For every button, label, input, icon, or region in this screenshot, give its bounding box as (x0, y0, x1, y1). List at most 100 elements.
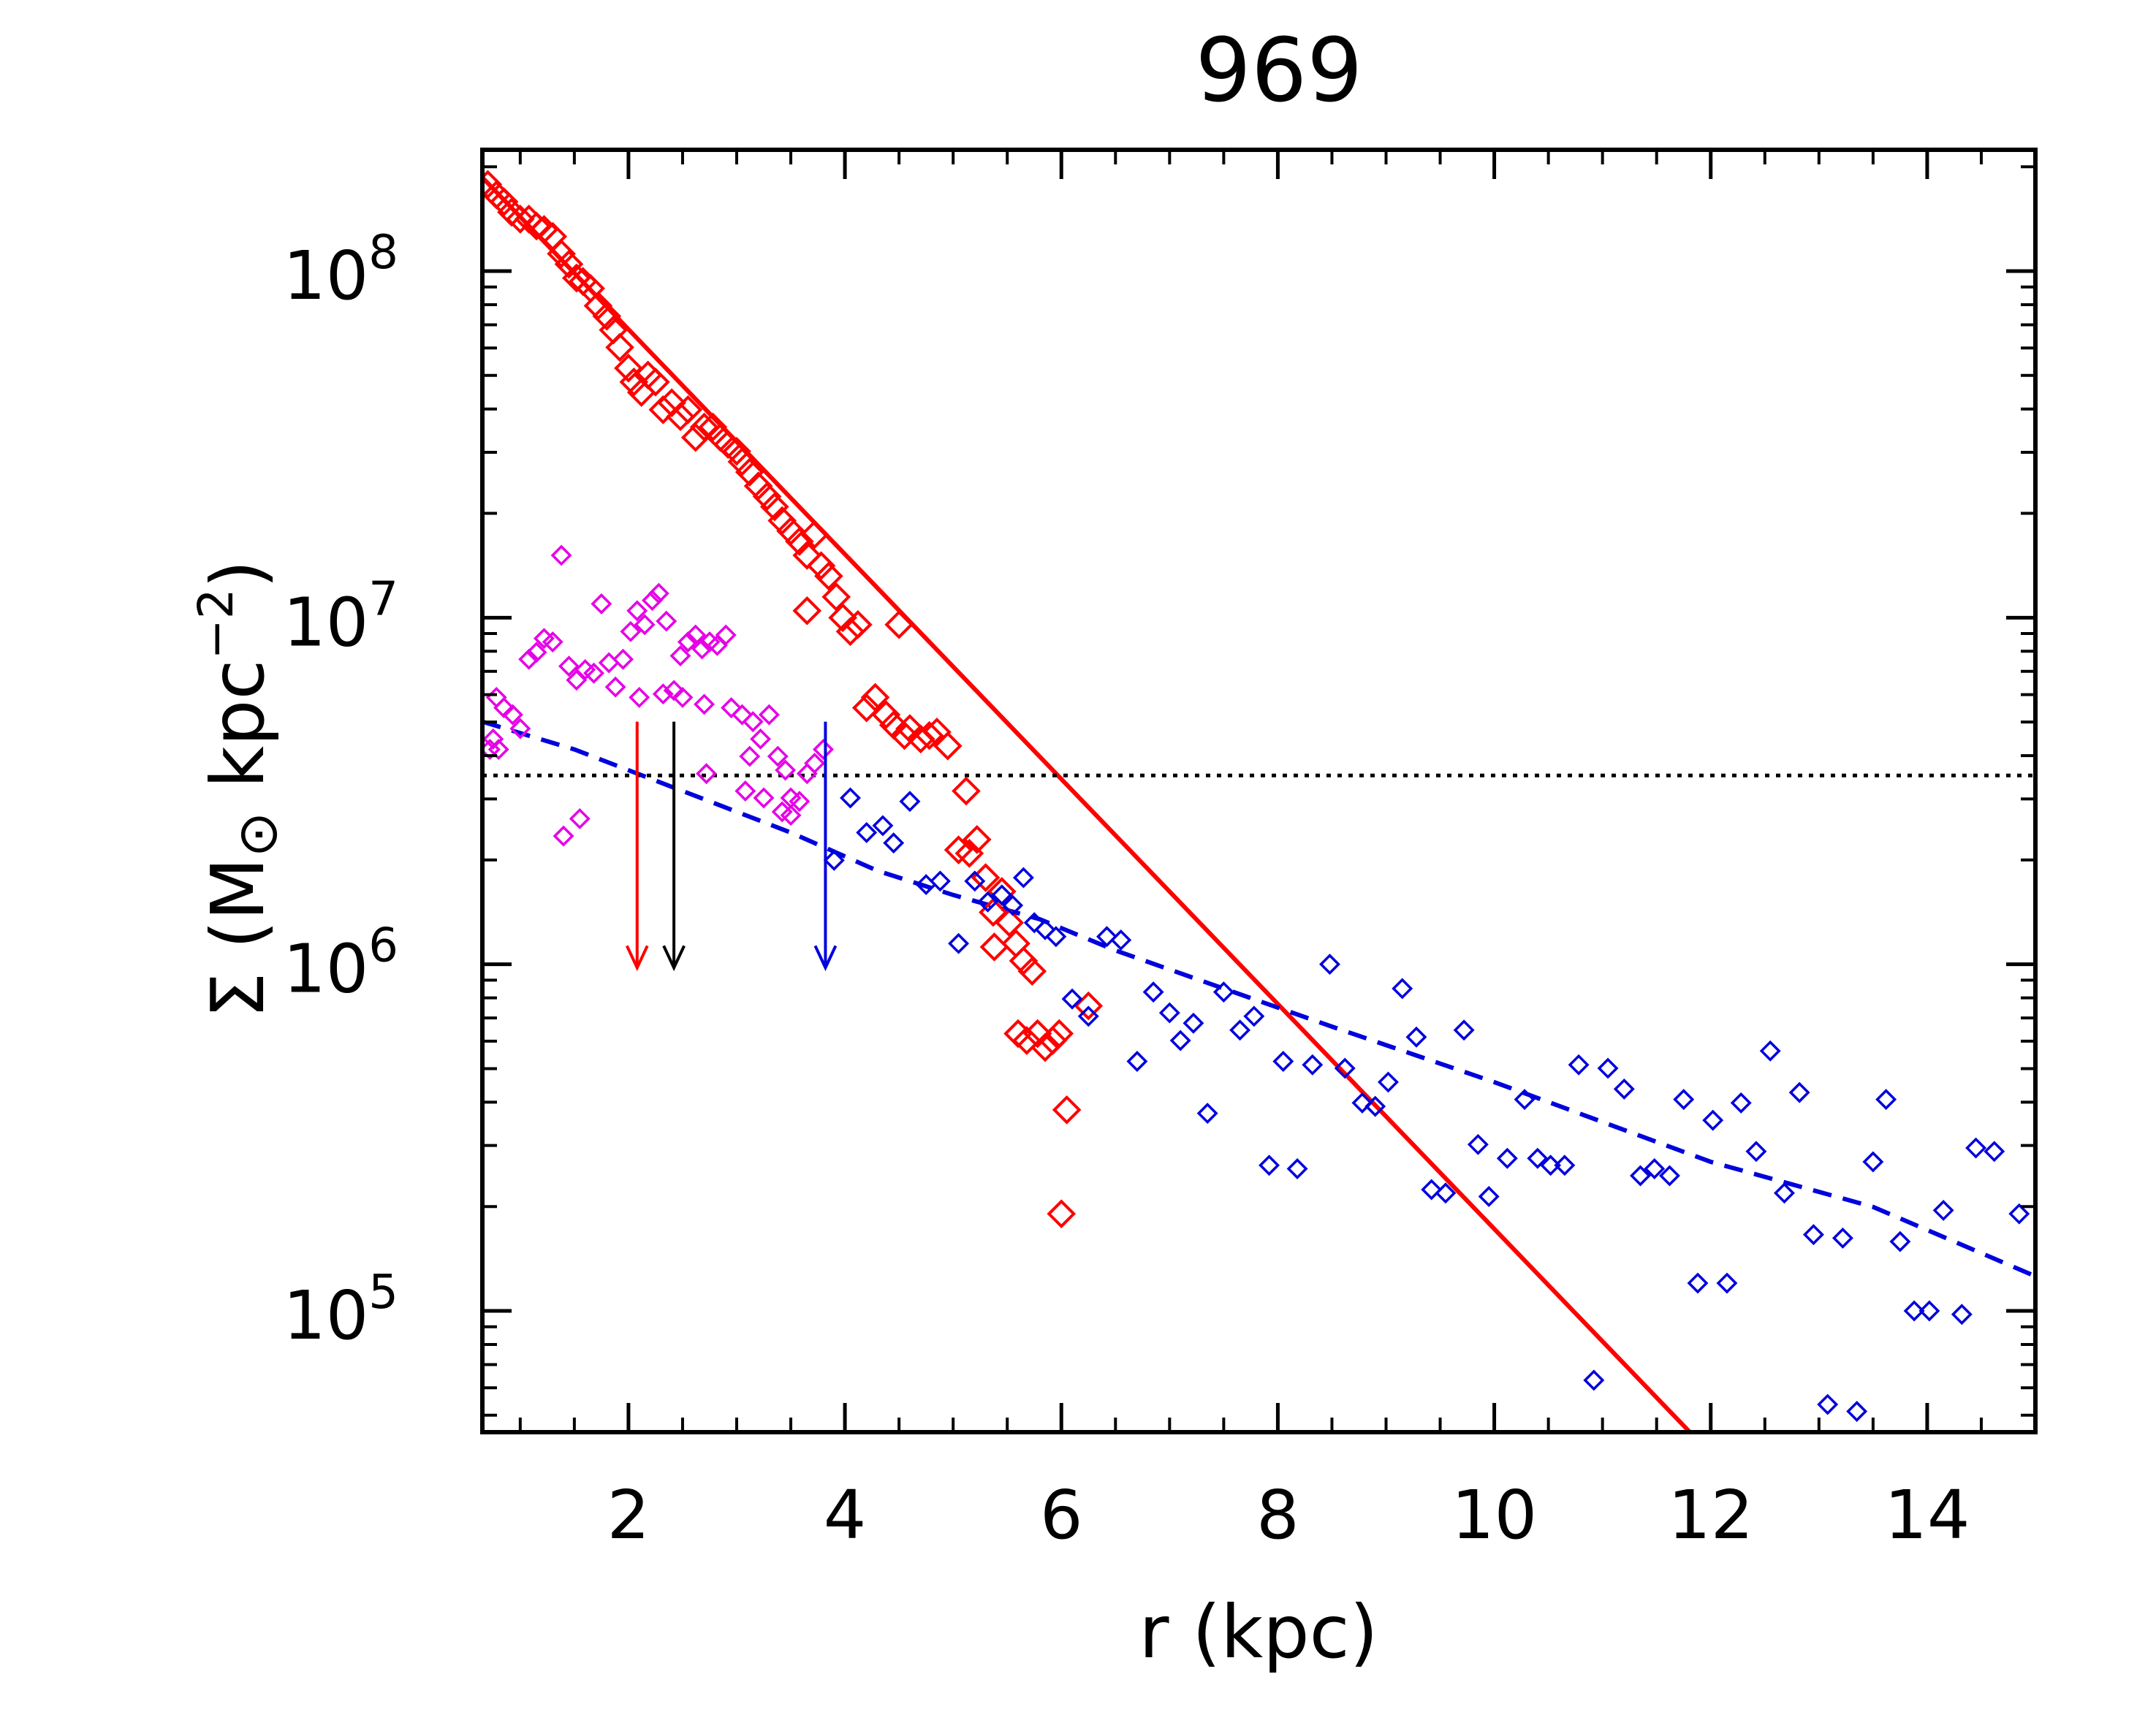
data-point (626, 600, 648, 622)
y-tick-label-base: 10 (283, 583, 368, 661)
data-point (1212, 981, 1234, 1003)
data-point (509, 718, 531, 739)
data-point (1196, 1103, 1218, 1125)
data-point (1730, 1092, 1752, 1114)
data-point (1392, 978, 1413, 1000)
data-point (1142, 981, 1164, 1003)
data-point (1158, 1002, 1180, 1024)
data-point (1377, 1071, 1399, 1093)
data-point (991, 884, 1013, 906)
data-point (1745, 1141, 1767, 1163)
arrows-layer (625, 721, 838, 972)
series-blue-points (823, 787, 2030, 1423)
data-point (592, 301, 622, 331)
data-point (689, 412, 719, 442)
data-point (591, 593, 612, 615)
data-point (750, 728, 772, 750)
data-point (1002, 894, 1024, 916)
points-layer (482, 170, 2030, 1423)
data-point (525, 642, 547, 663)
data-point (1259, 1155, 1280, 1176)
data-point (948, 932, 970, 954)
data-point (569, 807, 591, 829)
data-point (735, 780, 756, 802)
data-point (1044, 1019, 1074, 1049)
data-point (962, 825, 992, 854)
data-point (672, 686, 694, 708)
data-point (1286, 1158, 1308, 1179)
data-point (760, 492, 789, 522)
y-tick-label: 105 (283, 1266, 398, 1355)
data-point (752, 482, 782, 511)
data-point (1932, 1199, 1954, 1221)
data-point (550, 544, 572, 566)
data-point (669, 645, 691, 666)
data-point (835, 617, 865, 647)
data-point (871, 700, 901, 729)
data-point (722, 436, 751, 466)
data-point (1597, 1057, 1619, 1079)
data-point (1243, 1005, 1265, 1027)
data-point (758, 704, 780, 726)
x-tick-label: 8 (1256, 1476, 1299, 1554)
series-magenta-points (482, 544, 834, 847)
data-point (1421, 1179, 1443, 1201)
data-point (727, 447, 757, 476)
x-tick-label: 2 (607, 1476, 650, 1554)
data-point (680, 422, 710, 452)
data-point (1302, 1054, 1324, 1076)
data-point (742, 711, 764, 733)
data-point (501, 704, 523, 726)
data-point (542, 631, 563, 653)
data-point (1716, 1272, 1738, 1294)
data-point (648, 582, 669, 604)
data-point (1613, 1078, 1635, 1100)
data-point (696, 763, 718, 785)
data-point (1169, 1030, 1191, 1051)
data-point (856, 821, 878, 843)
arrow-head (662, 945, 686, 972)
y-tick-label: 107 (283, 572, 398, 661)
data-point (574, 659, 596, 680)
line-red-exponential-fit (482, 175, 1693, 1432)
data-point (800, 520, 830, 549)
data-point (518, 648, 540, 670)
data-point (1817, 1393, 1839, 1415)
data-point (1802, 1224, 1824, 1246)
chart-title: 969 (1195, 20, 1362, 122)
data-point (1110, 929, 1132, 951)
y-tick-label: 108 (283, 226, 398, 315)
data-point (914, 720, 944, 750)
data-point (629, 686, 650, 708)
y-axis-label-main: Σ (M (195, 858, 281, 1019)
svg-text:Σ (M⊙ kpc−2): Σ (M⊙ kpc−2) (188, 560, 289, 1019)
data-point (1077, 1005, 1099, 1027)
y-tick-label-exponent: 7 (368, 572, 398, 626)
y-tick-label-base: 10 (283, 930, 368, 1008)
line-blue-dashed-profile (482, 719, 2035, 1279)
data-point (1034, 918, 1056, 940)
data-point (735, 457, 764, 487)
data-point (889, 720, 919, 750)
data-point (1788, 1081, 1810, 1103)
y-tick-label-base: 10 (283, 1277, 368, 1355)
data-point (657, 388, 686, 418)
data-point (1832, 1227, 1853, 1249)
data-point (884, 609, 914, 639)
y-axis-label-exponent: −2 (188, 588, 244, 659)
data-point (1889, 1231, 1911, 1252)
data-point (1272, 1050, 1294, 1072)
data-point (634, 614, 656, 636)
data-point (1875, 1089, 1897, 1111)
data-point (828, 603, 857, 633)
data-point (964, 870, 986, 892)
data-point (641, 367, 670, 397)
data-point (804, 753, 826, 775)
data-point (1702, 1109, 1724, 1131)
data-point (995, 908, 1024, 937)
y-axis-label-sun-symbol: ⊙ (225, 812, 289, 858)
data-point (1846, 1401, 1868, 1423)
arrow-black (662, 721, 686, 972)
